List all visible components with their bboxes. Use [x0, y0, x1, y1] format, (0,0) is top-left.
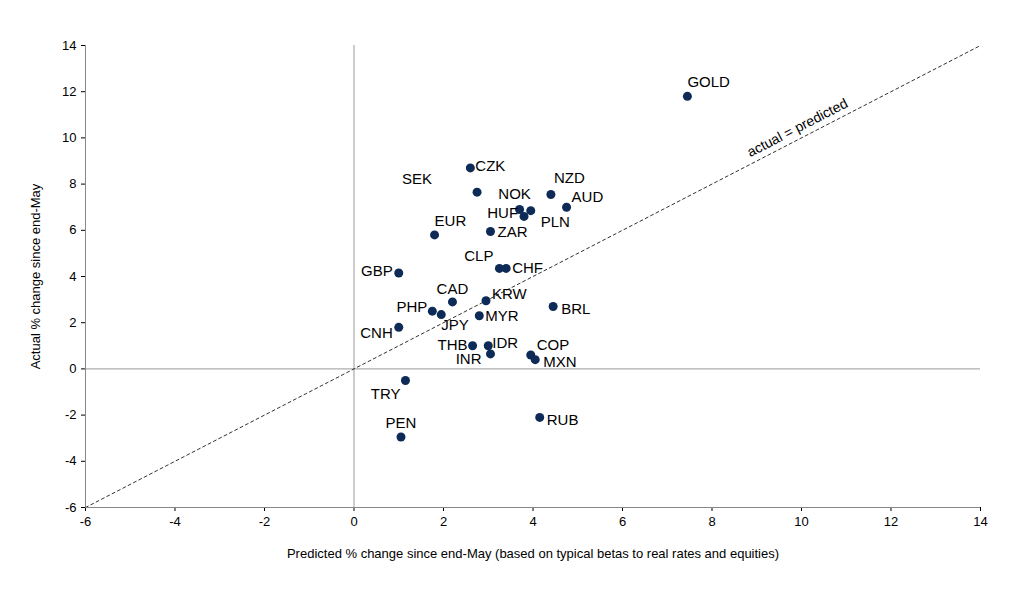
svg-text:TRY: TRY — [371, 385, 401, 402]
svg-text:14: 14 — [62, 38, 76, 53]
svg-text:6: 6 — [69, 222, 76, 237]
svg-text:2: 2 — [69, 315, 76, 330]
svg-text:RUB: RUB — [547, 411, 579, 428]
svg-text:-2: -2 — [259, 514, 271, 529]
svg-text:PLN: PLN — [541, 213, 570, 230]
svg-text:MXN: MXN — [543, 353, 576, 370]
svg-text:KRW: KRW — [492, 285, 528, 302]
svg-text:-6: -6 — [65, 500, 77, 515]
svg-text:NZD: NZD — [554, 169, 585, 186]
svg-text:PEN: PEN — [386, 414, 417, 431]
svg-text:actual = predicted: actual = predicted — [744, 95, 850, 160]
svg-text:-4: -4 — [169, 514, 181, 529]
svg-text:SEK: SEK — [402, 170, 432, 187]
svg-text:PHP: PHP — [396, 298, 427, 315]
svg-text:8: 8 — [708, 514, 715, 529]
svg-text:HUF: HUF — [487, 204, 518, 221]
svg-text:NOK: NOK — [498, 185, 531, 202]
svg-text:6: 6 — [619, 514, 626, 529]
svg-text:EUR: EUR — [435, 212, 467, 229]
svg-text:Actual % change since end-May: Actual % change since end-May — [28, 183, 43, 369]
svg-text:12: 12 — [62, 84, 76, 99]
svg-text:COP: COP — [537, 336, 570, 353]
svg-text:ZAR: ZAR — [497, 223, 527, 240]
svg-text:CHF: CHF — [512, 259, 543, 276]
svg-text:IDR: IDR — [492, 334, 518, 351]
svg-text:12: 12 — [884, 514, 898, 529]
svg-text:CAD: CAD — [437, 280, 469, 297]
svg-text:THB: THB — [437, 335, 468, 353]
svg-text:10: 10 — [62, 130, 76, 145]
svg-text:CNH: CNH — [360, 324, 393, 341]
svg-text:CLP: CLP — [464, 247, 493, 264]
svg-text:CZK: CZK — [475, 157, 505, 174]
svg-text:JPY: JPY — [441, 316, 469, 333]
svg-text:-6: -6 — [80, 514, 92, 529]
svg-text:0: 0 — [69, 361, 76, 376]
svg-text:AUD: AUD — [572, 188, 604, 205]
svg-text:14: 14 — [973, 514, 987, 529]
svg-text:2: 2 — [440, 514, 447, 529]
svg-text:MYR: MYR — [485, 307, 519, 324]
svg-text:GBP: GBP — [361, 262, 393, 279]
svg-text:BRL: BRL — [561, 300, 590, 317]
svg-text:-4: -4 — [65, 453, 77, 468]
svg-text:10: 10 — [794, 514, 808, 529]
svg-text:0: 0 — [350, 514, 357, 529]
svg-text:4: 4 — [69, 269, 76, 284]
svg-text:-2: -2 — [65, 407, 77, 422]
svg-text:8: 8 — [69, 176, 76, 191]
svg-text:GOLD: GOLD — [687, 73, 730, 90]
svg-text:4: 4 — [529, 514, 536, 529]
svg-text:Predicted % change since end-M: Predicted % change since end-May (based … — [287, 546, 779, 561]
svg-text:INR: INR — [456, 350, 482, 367]
